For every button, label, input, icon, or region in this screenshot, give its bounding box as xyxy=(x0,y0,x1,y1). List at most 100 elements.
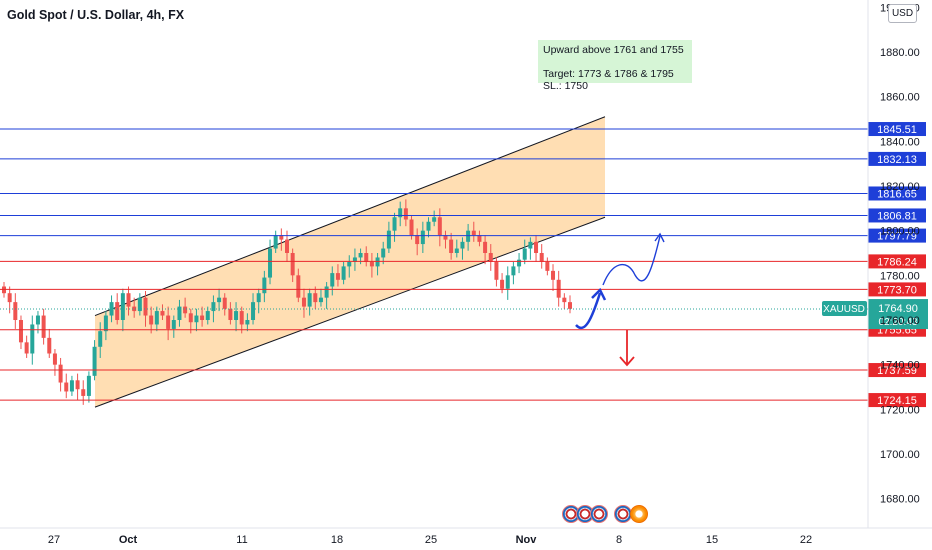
candle-body xyxy=(483,241,488,253)
candle-body xyxy=(183,306,188,314)
level-label-box xyxy=(868,282,926,297)
candle-body xyxy=(98,331,103,347)
target-path-arrow xyxy=(602,235,661,286)
current-price-label: 1764.90 xyxy=(878,303,918,315)
candle-body xyxy=(234,311,239,320)
price-axis: 1900.001880.001860.001840.001820.001800.… xyxy=(867,0,920,528)
candle-body xyxy=(69,380,74,392)
candle-body xyxy=(290,253,295,276)
bounce-arrow-head xyxy=(591,287,607,301)
x-tick-label: 15 xyxy=(706,534,718,546)
candle-body xyxy=(35,315,40,325)
target-path-arrow-head xyxy=(654,232,665,243)
y-tick-label: 1860.00 xyxy=(880,92,920,104)
candle-body xyxy=(420,230,425,245)
level-label-box xyxy=(868,186,926,201)
candle-body xyxy=(358,253,363,258)
symbol-label-box xyxy=(822,301,867,317)
candle-body xyxy=(222,297,227,309)
candle-body xyxy=(81,389,86,396)
candle-body xyxy=(251,302,256,320)
candle-body xyxy=(13,302,18,320)
candle-body xyxy=(364,253,369,262)
x-tick-label: 8 xyxy=(616,534,622,546)
level-label-box xyxy=(868,122,926,137)
candle-body xyxy=(64,382,69,392)
y-tick-label: 1680.00 xyxy=(880,494,920,506)
y-tick-label: 1760.00 xyxy=(880,315,920,327)
x-tick-label: 22 xyxy=(800,534,812,546)
bounce-arrow xyxy=(575,292,602,329)
candles xyxy=(2,199,572,405)
y-tick-label: 1800.00 xyxy=(880,226,920,238)
candle-body xyxy=(471,230,476,236)
candle-body xyxy=(143,297,148,316)
candle-body xyxy=(460,241,465,249)
candle-body xyxy=(228,308,233,320)
candle-body xyxy=(409,219,414,236)
candle-body xyxy=(556,279,561,298)
candle-body xyxy=(454,248,459,253)
trade-note[interactable]: Upward above 1761 and 1755 Target: 1773 … xyxy=(538,40,692,92)
level-label: 1786.24 xyxy=(877,256,917,268)
candle-body xyxy=(273,235,278,249)
x-tick-label: Oct xyxy=(119,534,138,546)
x-tick-label: 11 xyxy=(236,534,247,546)
chart-title: Gold Spot / U.S. Dollar, 4h, FX xyxy=(7,8,185,22)
y-tick-label: 1820.00 xyxy=(880,181,920,193)
candle-body xyxy=(239,311,244,325)
down-arrow-head xyxy=(619,356,635,367)
channel-lower-line xyxy=(94,216,606,408)
horizontal-levels: 1845.51 1832.13 1816.65 1806.81 1797.79 1786.… xyxy=(0,122,928,408)
candle-body xyxy=(52,353,57,365)
x-tick-label: 27 xyxy=(48,534,60,546)
candle-body xyxy=(262,277,267,294)
candle-body xyxy=(301,297,306,307)
level-label-box xyxy=(868,363,926,378)
projection-arrows xyxy=(575,232,665,367)
current-price-box xyxy=(868,299,928,330)
candle-body xyxy=(488,253,493,262)
candle-body xyxy=(568,302,572,309)
time-axis: 27 Oct 11 18 25 Nov 8 15 22 xyxy=(0,527,932,546)
candle-body xyxy=(211,302,216,312)
candle-body xyxy=(154,311,159,325)
candle-body xyxy=(517,259,522,267)
economic-events[interactable] xyxy=(562,505,652,525)
candle-body xyxy=(41,315,46,338)
candle-body xyxy=(313,293,318,303)
earnings-icon[interactable] xyxy=(630,505,648,523)
candle-body xyxy=(381,248,386,258)
candle-body xyxy=(403,208,408,220)
candle-body xyxy=(194,315,199,323)
candle-body xyxy=(126,293,131,307)
candle-body xyxy=(24,342,29,354)
y-tick-label: 1720.00 xyxy=(880,404,920,416)
candle-body xyxy=(341,266,346,280)
candle-body xyxy=(426,221,431,231)
candle-body xyxy=(539,253,544,262)
candle-body xyxy=(375,257,380,267)
candle-body xyxy=(449,239,454,253)
level-label-box xyxy=(868,254,926,269)
level-label: 1845.51 xyxy=(877,124,917,136)
us-flag-icon[interactable] xyxy=(590,505,608,523)
candle-body xyxy=(177,306,182,320)
y-tick-label: 1700.00 xyxy=(880,449,920,461)
candle-body xyxy=(505,275,510,289)
candle-body xyxy=(437,217,442,236)
level-label: 1737.59 xyxy=(877,365,917,377)
y-tick-label: 1780.00 xyxy=(880,270,920,282)
currency-button[interactable]: USD xyxy=(888,4,917,23)
candle-body xyxy=(432,217,437,222)
candle-body xyxy=(443,235,448,240)
candle-body xyxy=(330,273,335,287)
candle-body xyxy=(500,279,505,289)
level-label: 1797.79 xyxy=(877,231,917,243)
y-tick-label: 1740.00 xyxy=(880,360,920,372)
candle-body xyxy=(335,273,340,280)
candle-body xyxy=(511,266,516,276)
level-label: 1832.13 xyxy=(877,154,917,166)
candle-body xyxy=(279,235,284,240)
